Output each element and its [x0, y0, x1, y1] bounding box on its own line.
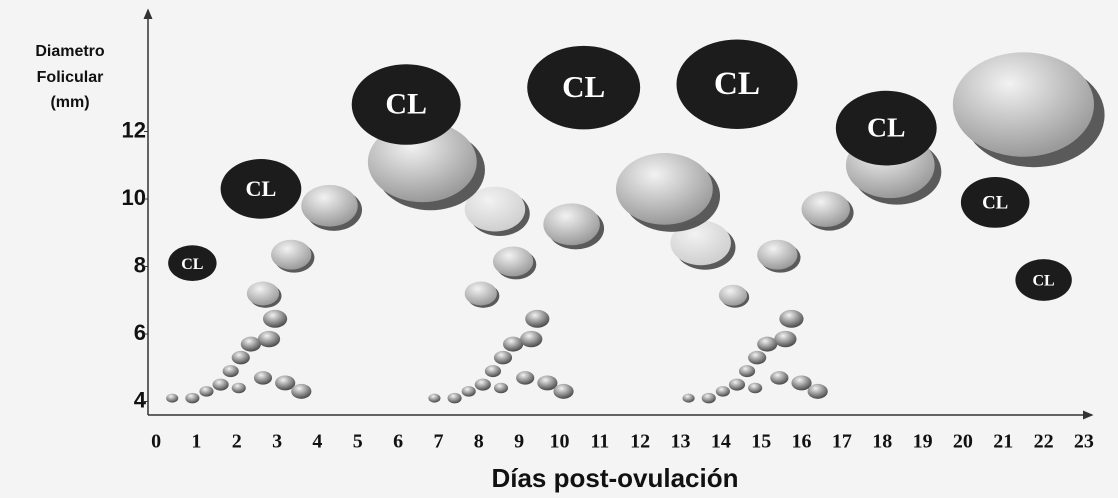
follicle	[493, 247, 533, 277]
chart: Diametro Folicular (mm) Días post-ovulac…	[0, 0, 1118, 498]
follicle	[770, 371, 788, 384]
y-tick-label: 6	[134, 320, 146, 345]
point-label: CL	[867, 111, 906, 142]
point-label: CL	[246, 176, 277, 201]
x-tick-label: 17	[832, 431, 852, 453]
follicle	[223, 365, 239, 377]
x-tick-label: 12	[630, 431, 650, 453]
follicle	[241, 337, 261, 352]
follicle	[779, 310, 803, 328]
follicle	[757, 337, 777, 352]
y-tick-label: 8	[134, 252, 146, 277]
x-tick-label: 19	[913, 431, 933, 453]
follicle	[258, 331, 280, 347]
y-tick-label: 4	[134, 387, 147, 412]
follicle	[774, 331, 796, 347]
point-label: CL	[714, 65, 760, 102]
follicle	[739, 365, 755, 377]
follicle	[757, 240, 797, 270]
x-tick-label: 1	[191, 431, 201, 453]
follicle	[475, 379, 491, 391]
follicle	[465, 282, 497, 306]
point-label: CL	[1032, 273, 1054, 290]
follicle	[247, 282, 279, 306]
follicle	[166, 394, 178, 403]
point-label: CL	[181, 256, 203, 273]
y-axis-label: (mm)	[50, 94, 89, 111]
follicle	[254, 371, 272, 384]
follicle	[748, 351, 766, 364]
y-tick-label: 10	[122, 185, 146, 210]
x-axis-label: Días post-ovulación	[491, 463, 738, 493]
follicle	[716, 386, 730, 396]
follicle	[185, 393, 199, 403]
y-axis-label: Folicular	[37, 69, 104, 86]
x-tick-label: 7	[433, 431, 443, 453]
follicle	[291, 384, 311, 399]
follicle	[232, 383, 246, 393]
x-tick-label: 2	[232, 431, 242, 453]
follicle	[428, 394, 440, 403]
follicle	[520, 331, 542, 347]
follicle	[802, 191, 850, 227]
follicle	[494, 383, 508, 393]
follicle	[462, 386, 476, 396]
follicle	[448, 393, 462, 403]
x-tick-label: 9	[514, 431, 524, 453]
x-tick-label: 18	[872, 431, 892, 453]
point-label: CL	[562, 69, 605, 104]
follicle	[503, 337, 523, 352]
y-axis-label: Diametro	[35, 43, 105, 60]
follicle	[485, 365, 501, 377]
x-tick-label: 23	[1074, 431, 1094, 453]
point-label: CL	[385, 87, 427, 120]
x-tick-label: 22	[1034, 431, 1054, 453]
x-tick-label: 0	[151, 431, 161, 453]
follicle	[271, 240, 311, 270]
x-tick-label: 8	[474, 431, 484, 453]
follicle	[553, 384, 573, 399]
follicle	[263, 310, 287, 328]
follicle	[213, 379, 229, 391]
x-tick-label: 20	[953, 431, 973, 453]
follicle	[232, 351, 250, 364]
follicle	[729, 379, 745, 391]
x-tick-label: 5	[353, 431, 363, 453]
follicle	[543, 203, 599, 245]
x-tick-label: 16	[792, 431, 812, 453]
follicle	[494, 351, 512, 364]
follicle	[719, 285, 747, 306]
x-tick-label: 6	[393, 431, 403, 453]
follicle	[808, 384, 828, 399]
follicle	[616, 153, 713, 225]
x-tick-label: 4	[312, 431, 322, 453]
x-tick-label: 14	[711, 431, 731, 453]
follicle	[702, 393, 716, 403]
x-tick-label: 3	[272, 431, 282, 453]
x-tick-label: 11	[590, 431, 609, 453]
point-label: CL	[982, 193, 1008, 214]
x-tick-label: 21	[993, 431, 1013, 453]
y-tick-label: 12	[122, 117, 146, 142]
follicle	[199, 386, 213, 396]
x-tick-label: 13	[671, 431, 691, 453]
follicle	[683, 394, 695, 403]
follicle	[516, 371, 534, 384]
follicle	[953, 52, 1094, 156]
follicle	[525, 310, 549, 328]
x-tick-label: 15	[751, 431, 771, 453]
follicle	[748, 383, 762, 393]
x-tick-label: 10	[549, 431, 569, 453]
follicle	[301, 185, 357, 227]
